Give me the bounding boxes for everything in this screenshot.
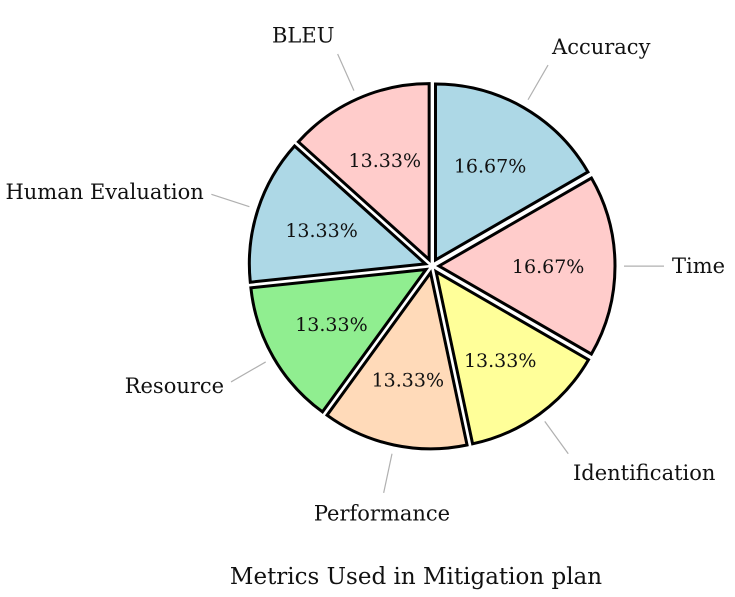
category-label-identification: Identification [573, 461, 715, 485]
category-labels-layer: Accuracy Time Identification Performance Res… [5, 24, 725, 526]
leader-line-accuracy [527, 64, 549, 101]
chart-title: Metrics Used in Mitigation plan [230, 564, 602, 590]
category-label-time: Time [672, 254, 725, 278]
percent-label-human-evaluation: 13.33% [285, 220, 357, 242]
percent-labels-layer: 16.67% 16.67% 13.33% 13.33% 13.33% 13.33% 13.3… [285, 150, 584, 392]
pie-slice-human-evaluation [247, 143, 429, 284]
percent-label-accuracy: 16.67% [454, 155, 526, 177]
category-label-accuracy: Accuracy [551, 35, 651, 59]
leader-line-resource [230, 361, 266, 383]
pie-slice-time [436, 176, 617, 357]
percent-label-time: 16.67% [512, 256, 584, 278]
category-label-bleu: BLEU [272, 24, 334, 48]
pie-slice-accuracy [434, 82, 590, 263]
category-label-resource: Resource [125, 374, 224, 398]
category-label-performance: Performance [314, 502, 450, 526]
slices-layer [247, 82, 617, 451]
pie-slice-identification [433, 268, 591, 446]
leader-line-performance [383, 453, 393, 494]
leader-line-human-evaluation [211, 193, 250, 208]
pie-slice-resource [249, 267, 430, 414]
percent-label-resource: 13.33% [295, 314, 367, 336]
leader-line-bleu [337, 53, 355, 91]
percent-label-identification: 13.33% [464, 350, 536, 372]
percent-label-performance: 13.33% [372, 370, 444, 392]
category-label-human-evaluation: Human Evaluation [5, 180, 203, 204]
percent-label-bleu: 13.33% [349, 150, 421, 172]
leader-lines-layer [211, 53, 665, 494]
pie-slice-performance [324, 269, 469, 451]
leader-line-identification [544, 421, 569, 455]
pie-slice-bleu [296, 82, 431, 263]
